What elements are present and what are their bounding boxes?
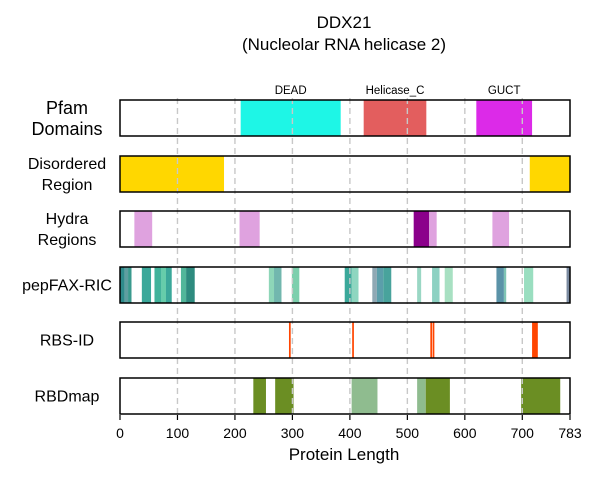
track-frame <box>119 321 571 359</box>
feature-segment <box>239 211 260 247</box>
track-row: Hydra Regions <box>38 211 510 249</box>
track-frame <box>119 377 571 415</box>
feature-segment <box>253 378 266 414</box>
feature-segment <box>532 322 538 358</box>
row-label: Disordered <box>28 156 106 173</box>
feature-segment <box>180 267 187 303</box>
feature-segment <box>120 267 125 303</box>
feature-segment <box>566 267 570 303</box>
x-tick-label: 100 <box>166 425 190 441</box>
feature-segment <box>383 267 392 303</box>
feature-segment <box>430 322 433 358</box>
feature-segment <box>352 322 354 358</box>
feature-segment <box>529 156 570 192</box>
row-label: Hydra <box>46 211 89 228</box>
feature-segment <box>521 378 561 414</box>
feature-segment <box>429 211 437 247</box>
feature-segment <box>432 322 435 358</box>
x-axis: 0 100 200 300 400 500 600 700 783 <box>116 415 582 441</box>
x-axis-label: Protein Length <box>289 445 400 464</box>
feature-segment <box>275 378 294 414</box>
feature-segment <box>376 267 384 303</box>
feature-segment <box>165 267 172 303</box>
feature-segment <box>417 378 426 414</box>
domain-label: DEAD <box>275 85 307 97</box>
feature-segment <box>288 322 291 358</box>
feature-segment <box>425 378 450 414</box>
feature-segment <box>444 267 453 303</box>
x-tick-label: 600 <box>453 425 477 441</box>
feature-segment <box>363 100 427 136</box>
feature-segment <box>503 267 507 303</box>
track-frame <box>119 99 571 137</box>
feature-segment <box>274 267 282 303</box>
x-tick-label: 783 <box>558 425 582 441</box>
track-frame <box>119 155 571 193</box>
feature-segment <box>161 267 166 303</box>
feature-segment <box>124 267 129 303</box>
feature-segment <box>417 267 422 303</box>
feature-segment <box>351 378 378 414</box>
chart-subtitle: (Nucleolar RNA helicase 2) <box>242 35 446 54</box>
feature-segment <box>476 100 533 136</box>
feature-segment <box>240 100 341 136</box>
grid-lines <box>176 98 523 416</box>
feature-segment <box>128 267 132 303</box>
track-row: RBS-ID <box>40 322 538 358</box>
feature-segment <box>154 267 162 303</box>
feature-segment <box>351 267 359 303</box>
feature-segment <box>496 267 504 303</box>
feature-segment <box>141 267 152 303</box>
row-label: RBS-ID <box>40 333 94 350</box>
feature-segment <box>186 267 195 303</box>
feature-segment <box>120 156 225 192</box>
x-tick-label: 300 <box>281 425 305 441</box>
x-tick-label: 400 <box>338 425 362 441</box>
feature-segment <box>432 267 440 303</box>
row-label: Regions <box>38 232 97 249</box>
track-row: RBDmap <box>35 378 561 414</box>
domain-label: Helicase_C <box>366 85 425 97</box>
feature-segment <box>524 267 534 303</box>
row-label: Domains <box>31 119 102 139</box>
track-row: Disordered Region <box>28 156 570 194</box>
feature-segment <box>134 211 153 247</box>
feature-segment <box>291 267 300 303</box>
row-label: Region <box>42 177 93 194</box>
domain-label: GUCT <box>488 85 521 97</box>
feature-segment <box>413 211 430 247</box>
feature-segment <box>344 267 352 303</box>
chart-title: DDX21 <box>317 13 372 32</box>
x-tick-label: 0 <box>116 425 124 441</box>
x-tick-label: 500 <box>396 425 420 441</box>
row-label: Pfam <box>46 98 88 118</box>
feature-segment <box>268 267 275 303</box>
track-row: pepFAX-RIC <box>22 267 570 303</box>
track-frame <box>119 266 571 304</box>
feature-segment <box>492 211 510 247</box>
feature-segment <box>372 267 377 303</box>
track-frame <box>119 210 571 248</box>
row-label: pepFAX-RIC <box>22 278 112 295</box>
x-tick-label: 200 <box>223 425 247 441</box>
x-tick-label: 700 <box>511 425 535 441</box>
row-label: RBDmap <box>35 389 100 406</box>
